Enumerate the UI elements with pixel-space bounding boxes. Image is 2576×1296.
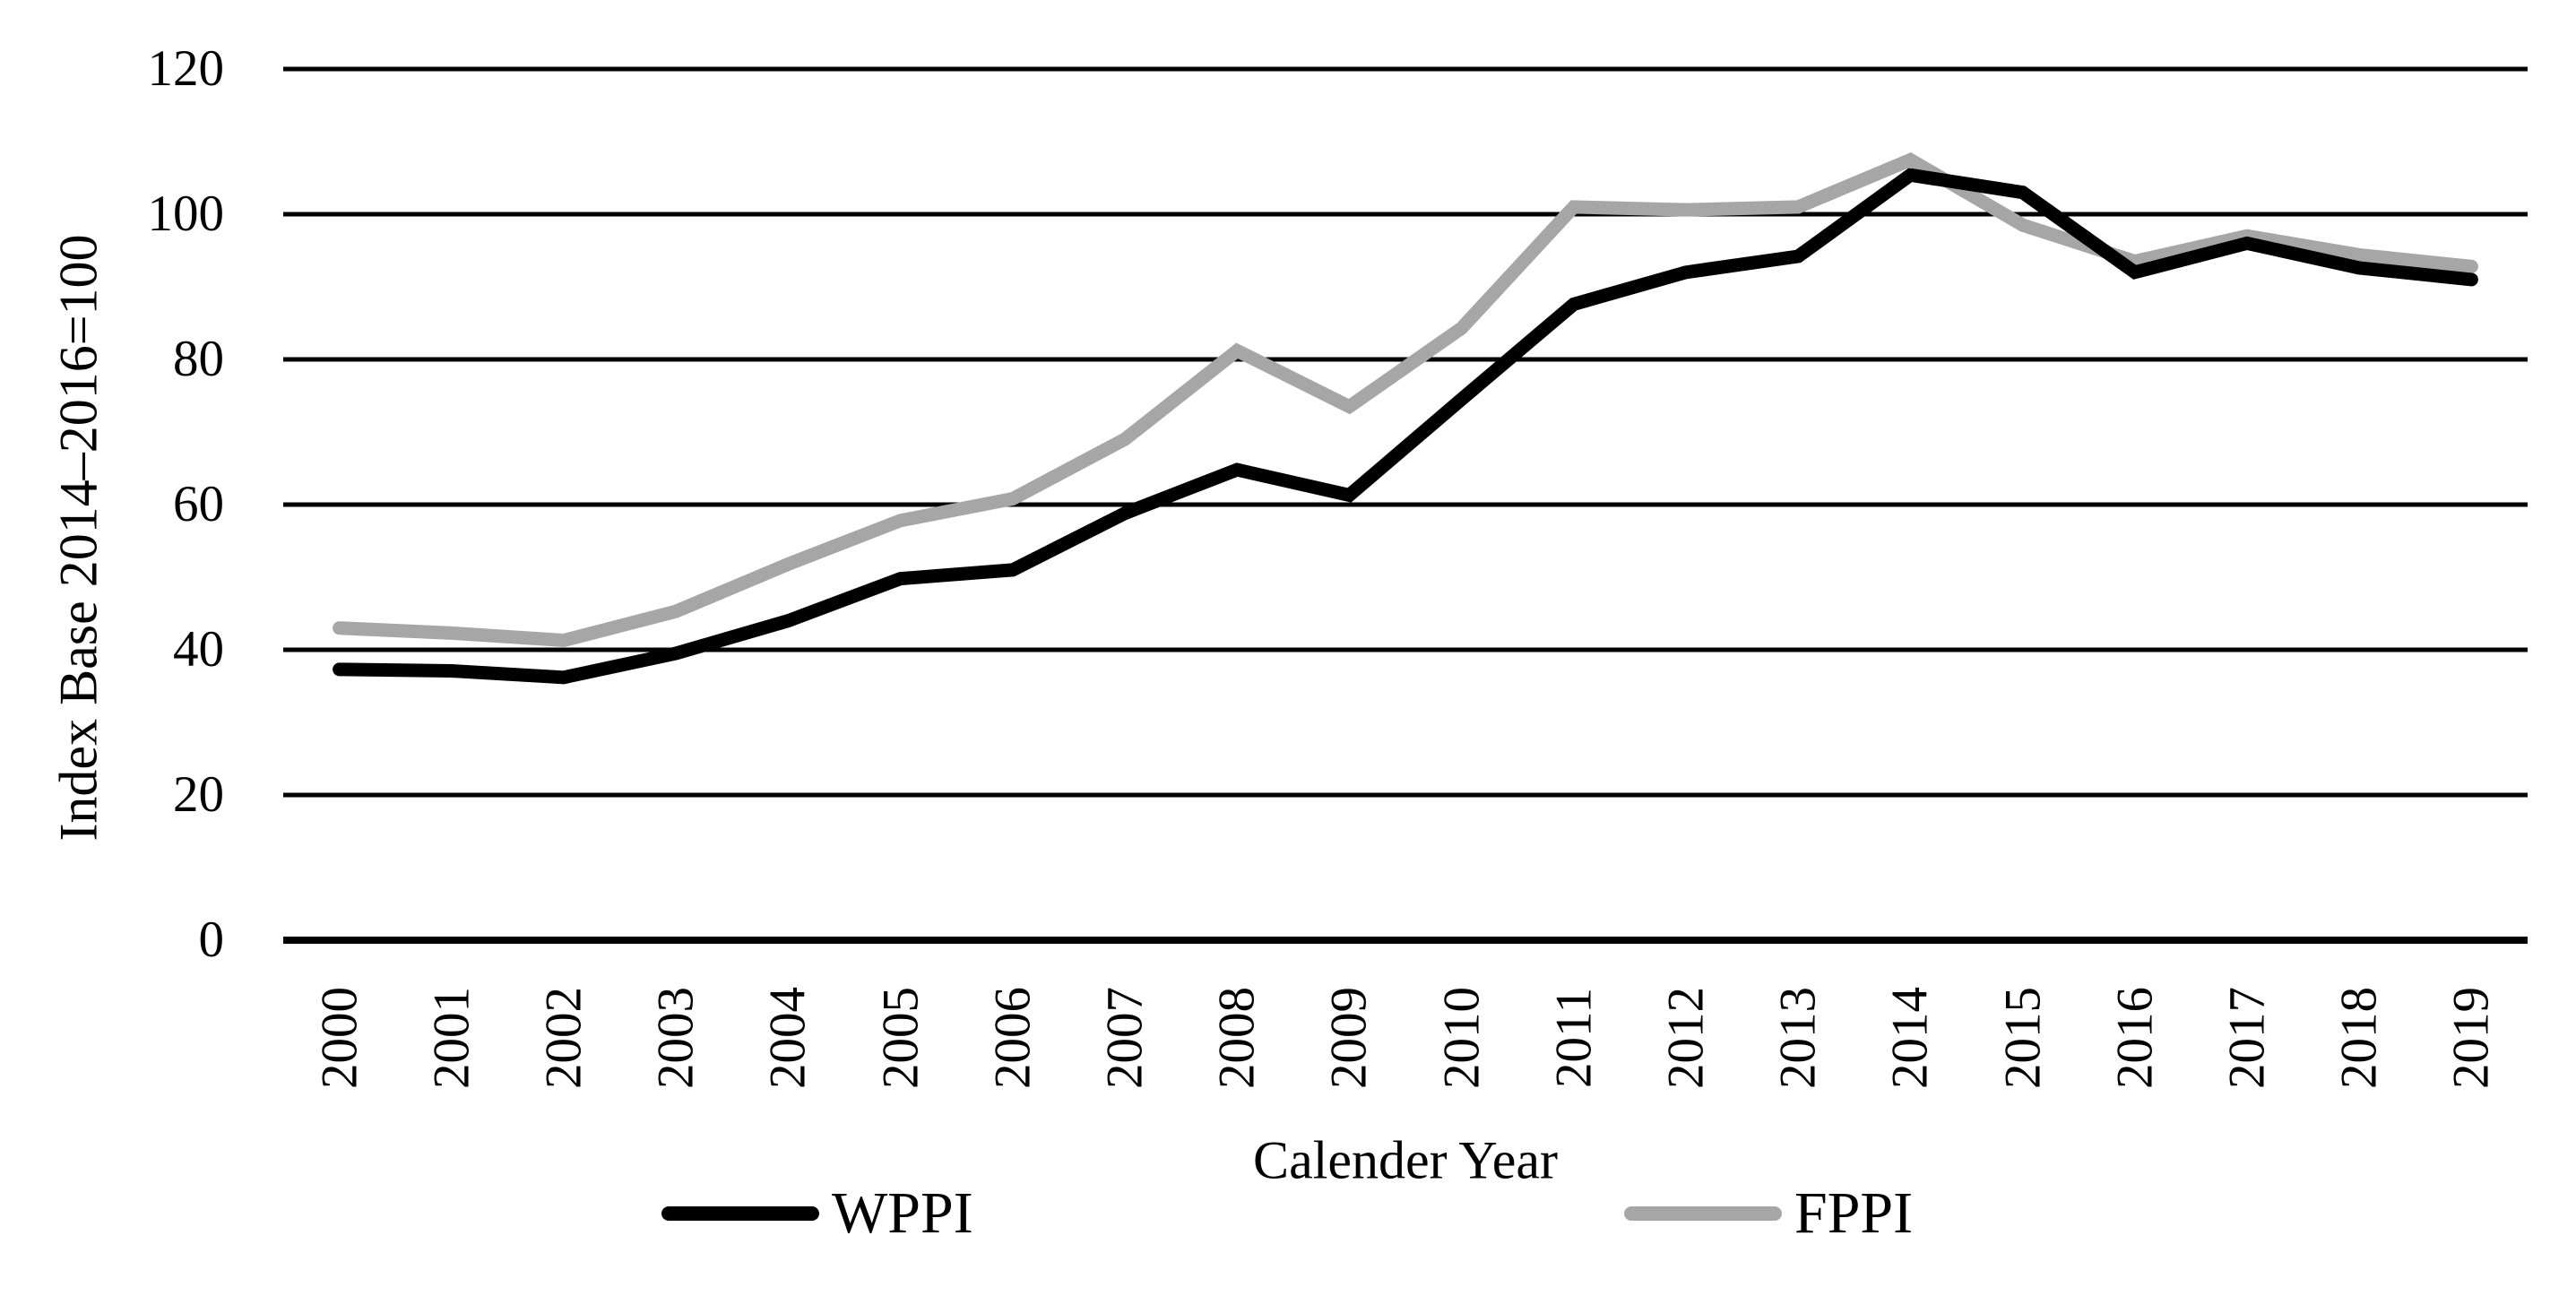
x-tick-year-label: 2012 [1657, 987, 1715, 1089]
x-tick-year-label: 2002 [535, 987, 592, 1089]
legend-label-wppi: WPPI [832, 1180, 973, 1246]
x-tick-year-label: 2009 [1320, 987, 1378, 1089]
x-tick-year-label: 2008 [1208, 987, 1266, 1089]
x-tick-year-label: 2010 [1433, 987, 1491, 1089]
x-tick-year-label: 2004 [759, 987, 817, 1089]
y-tick-label: 80 [173, 331, 224, 387]
fppi-line-swatch-icon [1624, 1206, 1782, 1221]
x-tick-year-label: 2003 [647, 987, 705, 1089]
x-tick-year-label: 2016 [2106, 987, 2164, 1089]
x-tick-year-label: 2011 [1545, 988, 1603, 1088]
legend-item-fppi: FPPI [1624, 1181, 1913, 1246]
x-tick-year-label: 2007 [1096, 987, 1154, 1089]
y-tick-label: 20 [173, 766, 224, 823]
legend-label-fppi: FPPI [1794, 1180, 1914, 1246]
x-tick-year-label: 2014 [1881, 987, 1939, 1089]
y-tick-label: 120 [147, 40, 225, 97]
legend-item-wppi: WPPI [661, 1181, 973, 1246]
wppi-line-swatch-icon [661, 1206, 819, 1221]
y-axis-title: Index Base 2014–2016=100 [48, 234, 108, 842]
x-tick-year-label: 2018 [2330, 987, 2388, 1089]
x-tick-year-label: 2000 [311, 987, 368, 1089]
x-tick-year-label: 2017 [2218, 987, 2276, 1089]
x-tick-year-label: 2019 [2442, 987, 2500, 1089]
x-tick-year-label: 2006 [984, 987, 1042, 1089]
x-axis-title: Calender Year [1253, 1130, 1558, 1190]
x-tick-year-label: 2015 [1994, 987, 2052, 1089]
y-tick-label: 60 [173, 476, 224, 532]
y-tick-label: 100 [147, 186, 225, 242]
x-tick-year-label: 2005 [872, 987, 929, 1089]
y-tick-label: 0 [198, 912, 225, 968]
x-tick-year-label: 2013 [1769, 987, 1827, 1089]
x-tick-year-label: 2001 [423, 987, 480, 1089]
y-tick-label: 40 [173, 621, 224, 678]
